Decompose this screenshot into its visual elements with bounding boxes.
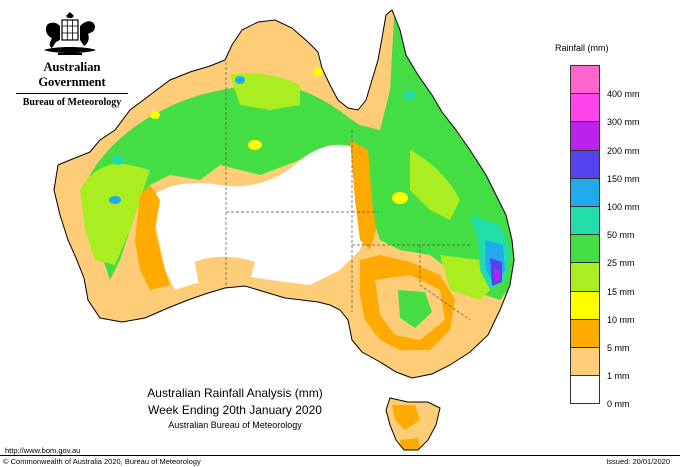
mainland-coastline <box>53 9 515 379</box>
legend-swatch <box>570 318 600 348</box>
legend-label: 50 mm <box>607 230 635 241</box>
legend-swatch <box>570 346 600 377</box>
legend-swatch <box>570 234 600 264</box>
mainland-rainfall-field <box>54 10 514 378</box>
caption-period: Week Ending 20th January 2020 <box>148 403 322 417</box>
legend-swatches <box>570 65 600 405</box>
legend-label: 5 mm <box>607 343 630 353</box>
caption-title: Australian Rainfall Analysis (mm) <box>147 386 323 400</box>
legend-swatch <box>570 177 600 207</box>
issued-date: Issued: 20/01/2020 <box>606 457 670 466</box>
legend-swatch <box>570 93 600 123</box>
branding-divider <box>16 93 128 94</box>
legend-swatch <box>570 149 600 179</box>
legend-swatch <box>570 262 600 292</box>
caption-source: Australian Bureau of Meteorology <box>168 420 302 430</box>
legend-label: 300 mm <box>607 117 640 128</box>
legend-title: Rainfall (mm) <box>555 43 609 53</box>
legend-swatch <box>570 205 600 236</box>
state-borders <box>225 62 471 321</box>
tasmania-coastline <box>385 397 441 451</box>
legend-swatch <box>570 65 600 95</box>
legend-label: 25 mm <box>607 258 635 269</box>
legend-label: 10 mm <box>607 314 635 325</box>
legend-label: 1 mm <box>607 371 630 382</box>
government-branding: Australian Government Bureau of Meteorol… <box>12 60 132 108</box>
government-name: Australian Government <box>38 60 106 89</box>
copyright-text: © Commonwealth of Australia 2020, Bureau… <box>3 457 201 466</box>
legend-swatch <box>570 375 600 405</box>
legend-label: 15 mm <box>607 286 635 297</box>
map-caption: Australian Rainfall Analysis (mm) Week E… <box>100 386 370 430</box>
footer-divider <box>0 455 680 456</box>
legend-swatch <box>570 290 600 320</box>
legend-swatch <box>570 121 600 151</box>
legend-label: 200 mm <box>607 145 640 156</box>
legend-label: 0 mm <box>607 399 630 410</box>
website-link[interactable]: http://www.bom.gov.au <box>5 446 81 455</box>
legend-label: 400 mm <box>607 89 640 100</box>
bureau-name: Bureau of Meteorology <box>22 97 122 108</box>
legend-label: 100 mm <box>607 202 640 212</box>
coat-of-arms-logo <box>44 12 96 55</box>
legend-label: 150 mm <box>607 173 640 184</box>
